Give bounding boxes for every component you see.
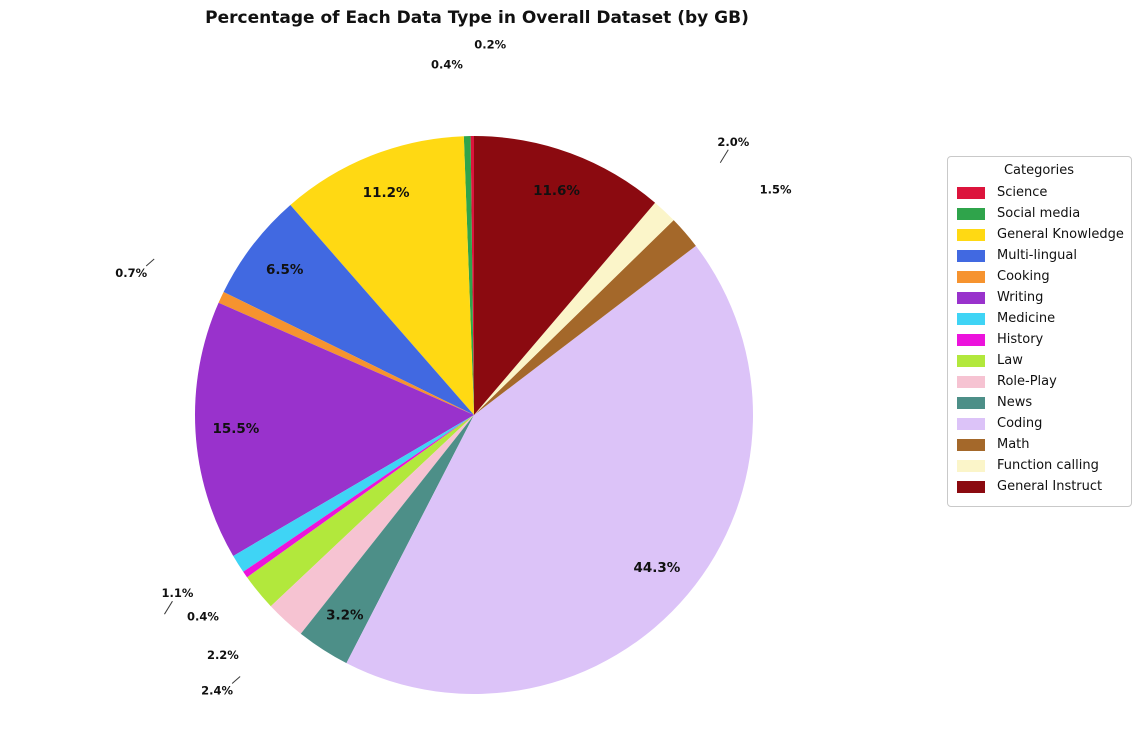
pct-label-law: 2.2% xyxy=(207,648,239,662)
pct-label-writing: 15.5% xyxy=(212,421,259,437)
pct-label-math: 2.0% xyxy=(717,135,749,149)
legend-swatch-general-knowledge xyxy=(957,228,985,241)
legend-swatch-news xyxy=(957,396,985,409)
legend-box: Categories Science Social media General Kn… xyxy=(947,156,1132,507)
pie-slice-general-instruct xyxy=(474,136,656,415)
pct-label-general-knowledge: 11.2% xyxy=(363,185,410,201)
label-leader-math xyxy=(719,149,729,164)
legend-label-multi-lingual: Multi-lingual xyxy=(997,248,1077,263)
legend-label-coding: Coding xyxy=(997,416,1043,431)
legend-swatch-cooking xyxy=(957,270,985,283)
pie-slice-function-calling xyxy=(474,202,674,415)
pct-label-cooking: 0.7% xyxy=(115,266,147,280)
pct-label-medicine: 1.1% xyxy=(162,586,194,600)
pie-slice-role-play xyxy=(270,415,474,634)
pie-slice-news xyxy=(300,415,474,664)
legend-item-writing: Writing xyxy=(957,287,1121,308)
legend-item-social-media: Social media xyxy=(957,203,1121,224)
legend-item-role-play: Role-Play xyxy=(957,371,1121,392)
legend-swatch-coding xyxy=(957,417,985,430)
legend-item-general-instruct: General Instruct xyxy=(957,476,1121,497)
legend-label-cooking: Cooking xyxy=(997,269,1050,284)
pie-slice-social-media xyxy=(463,136,474,415)
legend-label-math: Math xyxy=(997,437,1030,452)
legend-label-law: Law xyxy=(997,353,1023,368)
pie-slice-general-knowledge xyxy=(290,136,474,415)
legend-swatch-function-calling xyxy=(957,459,985,472)
legend-swatch-writing xyxy=(957,291,985,304)
pie-slice-medicine xyxy=(233,415,474,572)
pct-label-science: 0.2% xyxy=(474,37,506,51)
legend-label-social-media: Social media xyxy=(997,206,1081,221)
legend-label-function-calling: Function calling xyxy=(997,458,1099,473)
legend-item-science: Science xyxy=(957,182,1121,203)
legend-label-general-instruct: General Instruct xyxy=(997,479,1103,494)
legend-item-news: News xyxy=(957,392,1121,413)
legend-swatch-multi-lingual xyxy=(957,249,985,262)
legend-swatch-history xyxy=(957,333,985,346)
pct-label-history: 0.4% xyxy=(187,609,219,623)
legend-swatch-science xyxy=(957,186,985,199)
pct-label-general-instruct: 11.6% xyxy=(533,183,580,199)
legend-item-general-knowledge: General Knowledge xyxy=(957,224,1124,245)
legend-label-news: News xyxy=(997,395,1033,410)
legend-label-medicine: Medicine xyxy=(997,311,1056,326)
pie-slice-coding xyxy=(346,245,754,695)
legend-swatch-law xyxy=(957,354,985,367)
legend-label-general-knowledge: General Knowledge xyxy=(997,227,1124,242)
pct-label-news: 3.2% xyxy=(326,608,364,624)
pie-slice-law xyxy=(247,415,474,607)
legend-item-law: Law xyxy=(957,350,1121,371)
pie-slice-multi-lingual xyxy=(223,204,474,415)
chart-title: Percentage of Each Data Type in Overall … xyxy=(205,8,749,28)
legend-swatch-math xyxy=(957,438,985,451)
legend-item-coding: Coding xyxy=(957,413,1121,434)
legend-title: Categories xyxy=(1003,163,1075,178)
pct-label-social-media: 0.4% xyxy=(431,58,463,72)
legend-label-science: Science xyxy=(997,185,1048,200)
pie-slice-science xyxy=(470,135,474,415)
pct-label-multi-lingual: 6.5% xyxy=(266,262,304,278)
pct-label-role-play: 2.4% xyxy=(201,684,233,698)
legend-label-writing: Writing xyxy=(997,290,1044,305)
label-leader-role-play xyxy=(231,676,241,684)
legend-item-multi-lingual: Multi-lingual xyxy=(957,245,1121,266)
legend-item-cooking: Cooking xyxy=(957,266,1121,287)
legend-item-function-calling: Function calling xyxy=(957,455,1121,476)
legend-label-role-play: Role-Play xyxy=(997,374,1057,389)
pie-slice-cooking xyxy=(218,291,474,415)
pie-slice-history xyxy=(243,415,474,578)
pct-label-function-calling: 1.5% xyxy=(760,182,792,196)
legend-label-history: History xyxy=(997,332,1044,347)
legend-swatch-medicine xyxy=(957,312,985,325)
legend-swatch-general-instruct xyxy=(957,480,985,493)
label-leader-medicine xyxy=(164,600,173,615)
legend-item-history: History xyxy=(957,329,1121,350)
legend-swatch-social-media xyxy=(957,207,985,220)
legend-rows: Science Social media General Knowledge Mult… xyxy=(957,182,1124,497)
legend-swatch-role-play xyxy=(957,375,985,388)
label-leader-cooking xyxy=(145,258,155,267)
legend-item-math: Math xyxy=(957,434,1121,455)
pie-slice-math xyxy=(474,220,696,415)
pie-slice-writing xyxy=(194,302,475,556)
legend-item-medicine: Medicine xyxy=(957,308,1121,329)
pct-label-coding: 44.3% xyxy=(633,560,680,576)
